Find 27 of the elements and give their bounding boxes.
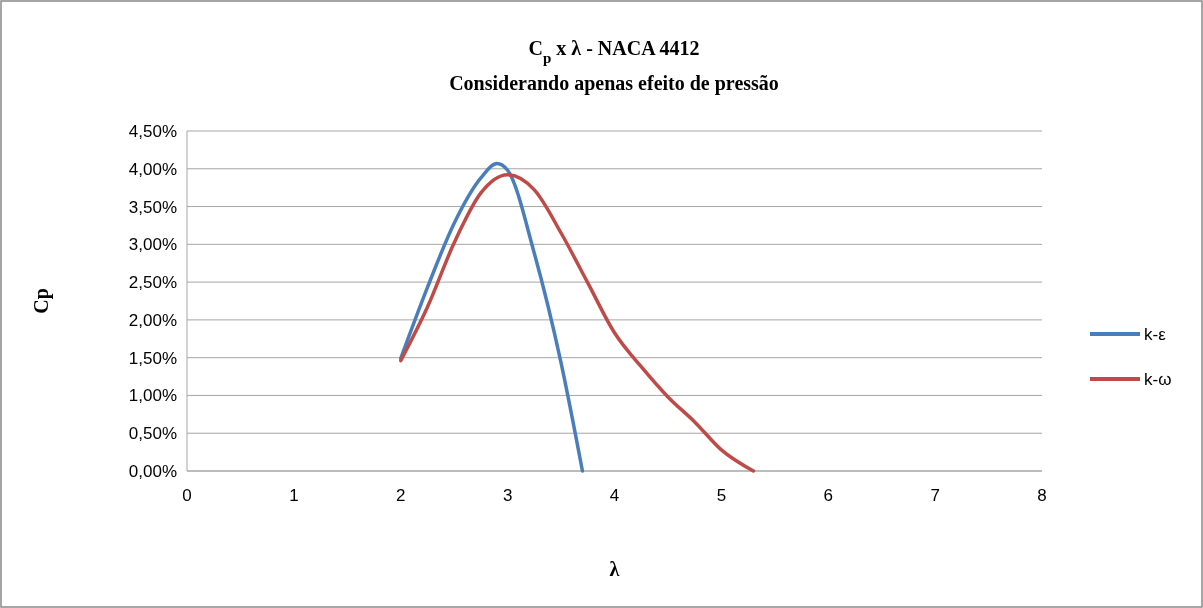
legend-label: k-ω: [1144, 369, 1172, 389]
chart-title: C$_{p}$ x λ - NACA 4412: [528, 37, 700, 66]
y-tick-label: 0,50%: [128, 424, 177, 444]
y-tick-label: 3,00%: [128, 235, 177, 255]
x-tick-label: 2: [396, 486, 406, 505]
chart-subtitle: Considerando apenas efeito de pressão: [449, 72, 779, 95]
x-tick-label: 1: [289, 486, 299, 505]
x-tick-label: 3: [502, 486, 513, 505]
x-tick-label: 7: [930, 486, 940, 505]
y-tick-label: 2,50%: [128, 273, 177, 293]
line-series: [399, 161, 585, 473]
x-tick-label: 0: [182, 486, 192, 505]
y-tick-label: 1,00%: [128, 386, 177, 406]
legend-label: k-ε: [1144, 324, 1167, 344]
line-series: [399, 173, 756, 473]
y-tick-label: 2,00%: [128, 310, 177, 330]
y-tick-label: 0,00%: [128, 461, 177, 481]
y-tick-label: 4,00%: [128, 159, 177, 179]
x-tick-label: 6: [823, 486, 833, 505]
x-tick-label: 5: [716, 486, 727, 505]
x-tick-label: 8: [1037, 486, 1047, 505]
x-tick-label: 4: [609, 486, 620, 505]
x-axis-title: λ: [609, 558, 620, 580]
y-tick-label: 3,50%: [128, 197, 177, 217]
y-axis-title: Cp: [30, 288, 53, 314]
y-tick-label: 4,50%: [128, 121, 177, 141]
y-tick-label: 1,50%: [128, 348, 177, 368]
